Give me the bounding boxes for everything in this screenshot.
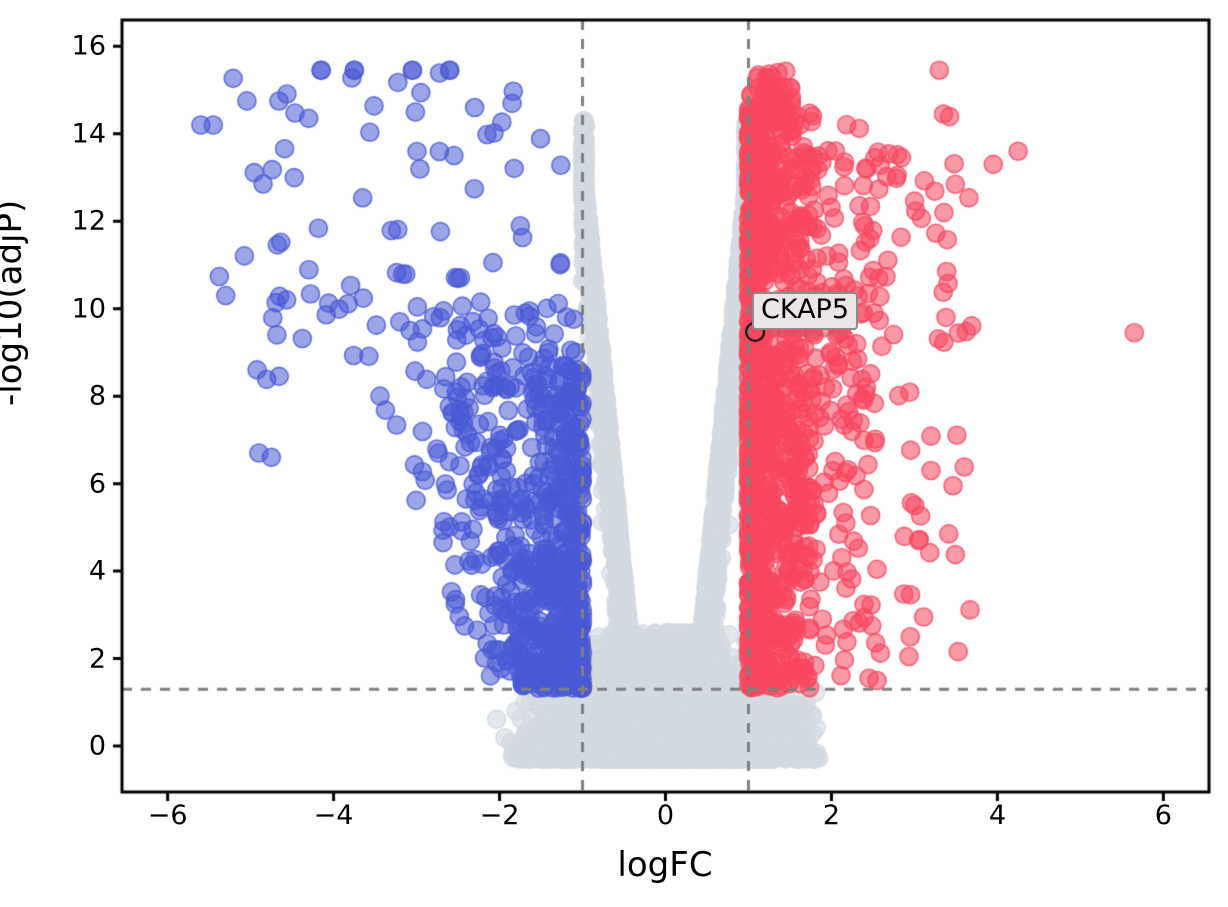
x-tick-label: 4	[988, 800, 1006, 831]
x-tick-label: 6	[1154, 800, 1172, 831]
x-tick-label: −4	[313, 800, 354, 831]
y-tick-label: 8	[88, 380, 106, 412]
x-tick-label: −6	[147, 800, 188, 831]
y-tick-label: 16	[71, 30, 106, 62]
y-tick-label: 10	[71, 293, 106, 325]
y-tick-label: 4	[88, 555, 106, 587]
y-tick-label: 2	[88, 643, 106, 675]
y-tick-label: 6	[88, 468, 106, 500]
x-tick-label: 0	[656, 800, 675, 831]
y-tick-label: 0	[88, 730, 106, 762]
y-tick-label: 12	[71, 205, 106, 237]
x-tick-label: 2	[822, 800, 841, 831]
y-axis-title: -log10(adjP)	[0, 199, 30, 406]
gene-annotation-label: CKAP5	[752, 292, 859, 331]
x-tick-label: −2	[479, 800, 520, 831]
y-tick-label: 14	[71, 118, 106, 150]
x-axis-title: logFC	[617, 845, 713, 885]
